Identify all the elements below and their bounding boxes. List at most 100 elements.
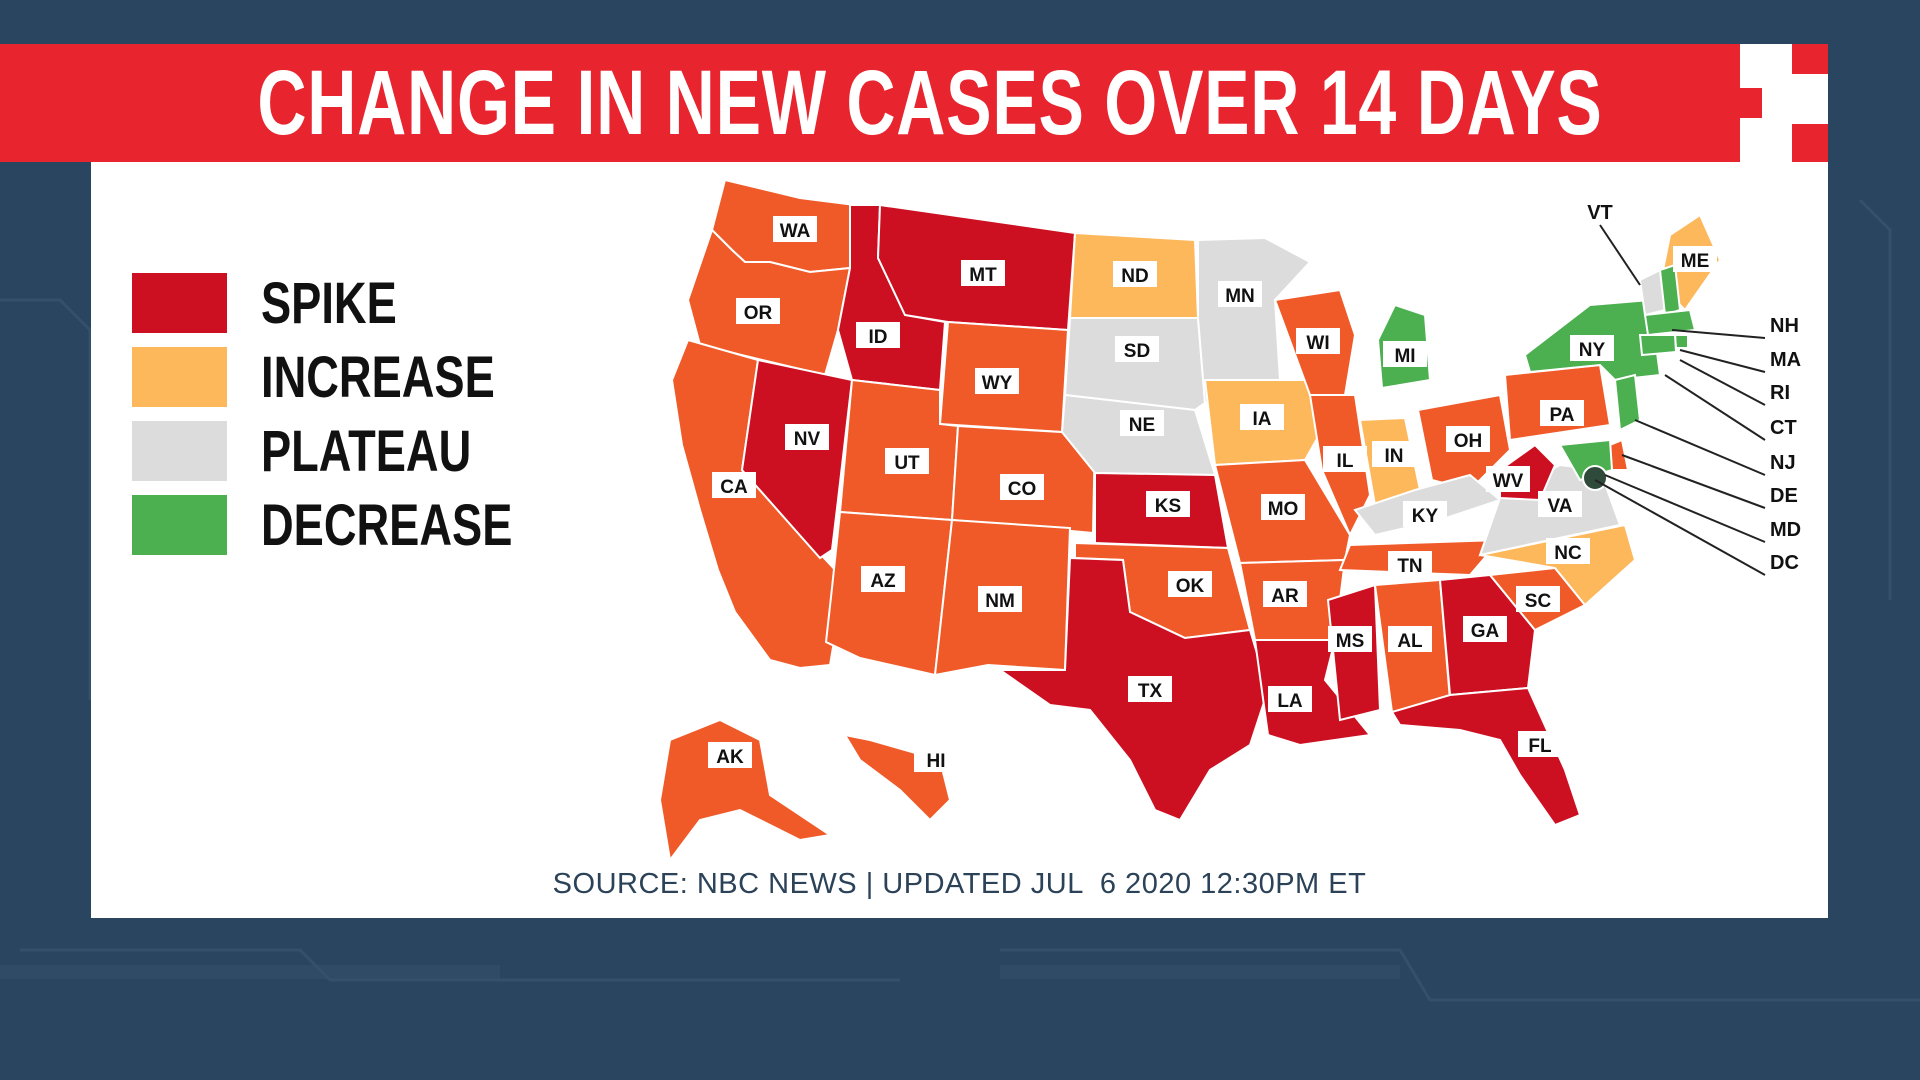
legend-swatch [132, 421, 227, 481]
state-label-box [1115, 336, 1159, 362]
state-label-dc: DC [1770, 552, 1799, 574]
state-label-box [861, 566, 905, 592]
state-label-box [1000, 474, 1044, 500]
state-label-ar: AR [1271, 586, 1299, 607]
legend-item-spike: SPIKE [132, 266, 583, 340]
state-label-ct: CT [1770, 417, 1797, 439]
legend: SPIKE INCREASE PLATEAU DECREASE [132, 266, 583, 562]
state-label-co: CO [1008, 479, 1037, 500]
state-label-ut: UT [894, 453, 920, 474]
state-label-box [773, 216, 817, 242]
state-label-sc: SC [1525, 591, 1552, 612]
state-label-ri: RI [1770, 382, 1790, 404]
state-label-il: IL [1337, 451, 1354, 472]
state-label-mn: MN [1225, 286, 1255, 307]
leader-line-ma [1679, 349, 1766, 373]
state-label-box [1540, 400, 1584, 426]
state-label-md: MD [1770, 519, 1801, 541]
state-label-in: IN [1385, 446, 1404, 467]
state-label-ok: OK [1176, 576, 1205, 597]
state-label-mi: MI [1394, 346, 1415, 367]
state-label-nm: NM [985, 591, 1015, 612]
state-label-sd: SD [1124, 341, 1150, 362]
legend-swatch [132, 495, 227, 555]
state-label-az: AZ [870, 571, 896, 592]
legend-label: DECREASE [261, 492, 513, 558]
state-ma [1643, 308, 1697, 337]
state-label-va: VA [1548, 496, 1573, 517]
state-label-box [885, 448, 929, 474]
state-label-box [1296, 328, 1340, 354]
state-label-box [1328, 626, 1372, 652]
page-title: CHANGE IN NEW CASES OVER 14 DAYS [257, 51, 1603, 154]
state-sd [1063, 317, 1207, 412]
state-label-ia: IA [1253, 409, 1272, 430]
state-label-box [1463, 616, 1507, 642]
state-label-box [961, 260, 1005, 286]
state-label-box [708, 742, 752, 768]
state-label-wa: WA [780, 221, 811, 242]
state-label-pa: PA [1550, 405, 1575, 426]
leader-line-de [1621, 454, 1766, 509]
state-label-box [975, 368, 1019, 394]
state-label-box [1516, 586, 1560, 612]
legend-label: SPIKE [261, 270, 397, 336]
title-banner: CHANGE IN NEW CASES OVER 14 DAYS [0, 44, 1740, 162]
logo-box [1740, 44, 1828, 162]
state-label-wy: WY [982, 373, 1013, 394]
state-label-box [1218, 281, 1262, 307]
state-label-ny: NY [1579, 340, 1606, 361]
state-label-al: AL [1397, 631, 1423, 652]
state-label-box [1388, 626, 1432, 652]
source-caption: SOURCE: NBC NEWS | UPDATED JUL 6 2020 12… [552, 868, 1367, 900]
state-label-oh: OH [1454, 431, 1483, 452]
leader-line-nj [1634, 419, 1766, 476]
state-label-box [1546, 538, 1590, 564]
state-label-box [1168, 571, 1212, 597]
state-nj [1613, 373, 1642, 432]
state-label-box [1263, 581, 1307, 607]
state-label-box [1113, 261, 1157, 287]
state-label-fl: FL [1528, 736, 1552, 757]
state-label-box [1372, 441, 1416, 467]
state-nh [1658, 263, 1682, 317]
leader-line-nh [1671, 329, 1766, 339]
legend-label: INCREASE [261, 344, 495, 410]
state-label-box [1518, 731, 1562, 757]
leader-line-ri [1679, 359, 1766, 406]
legend-item-increase: INCREASE [132, 340, 583, 414]
state-label-nc: NC [1554, 543, 1582, 564]
state-label-box [1388, 551, 1432, 577]
state-label-box [1261, 494, 1305, 520]
state-label-id: ID [869, 327, 888, 348]
capitol-star-icon [1582, 465, 1608, 491]
state-label-box [1403, 501, 1447, 527]
state-label-box [1146, 491, 1190, 517]
legend-label: PLATEAU [261, 418, 472, 484]
state-label-tx: TX [1138, 681, 1163, 702]
state-fl [1390, 686, 1582, 827]
state-label-vt: VT [1587, 202, 1613, 224]
state-label-nv: NV [794, 429, 821, 450]
state-ms [1326, 583, 1382, 722]
state-label-box [1128, 676, 1172, 702]
state-label-box [1570, 335, 1614, 361]
state-label-box [1383, 341, 1427, 367]
state-label-la: LA [1277, 691, 1303, 712]
state-label-box [1268, 686, 1312, 712]
us-map: WA OR CA ID NV MT WY UT AZ CO NM ND SD NE KS OK TX MN IA MO… [658, 178, 1801, 863]
state-label-box [1486, 466, 1530, 492]
legend-swatch [132, 347, 227, 407]
state-label-de: DE [1770, 485, 1798, 507]
leader-line-ct [1664, 374, 1766, 441]
legend-item-decrease: DECREASE [132, 488, 583, 562]
leader-line-vt [1599, 224, 1641, 286]
state-label-wv: WV [1493, 471, 1524, 492]
state-label-ak: AK [716, 747, 744, 768]
state-label-box [1120, 410, 1164, 436]
state-label-mt: MT [969, 265, 997, 286]
state-label-ks: KS [1155, 496, 1181, 517]
state-label-box [785, 424, 829, 450]
state-ak [658, 718, 833, 863]
